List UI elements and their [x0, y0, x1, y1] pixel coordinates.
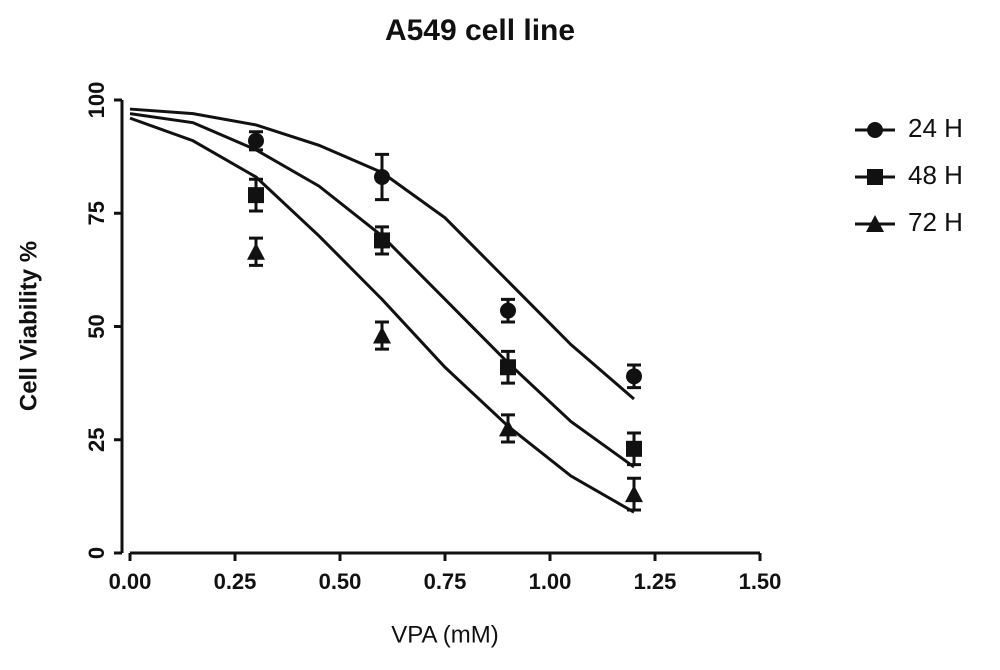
point — [373, 326, 391, 344]
x-axis-label: VPA (mM) — [391, 621, 499, 648]
point — [500, 359, 516, 376]
legend-marker — [867, 169, 883, 185]
legend-label: 72 H — [908, 207, 963, 237]
x-tick-label: 0.00 — [109, 569, 152, 594]
legend-marker — [866, 215, 884, 232]
fit-curve — [129, 116, 635, 514]
y-axis-label: Cell Viability % — [15, 241, 42, 411]
y-tick-label: 0 — [84, 547, 109, 559]
legend-label: 48 H — [908, 160, 963, 190]
y-tick-label: 100 — [84, 82, 109, 119]
legend-label: 24 H — [908, 113, 963, 143]
y-tick-label: 25 — [84, 428, 109, 452]
point — [374, 232, 390, 249]
y-tick-label: 50 — [84, 314, 109, 338]
point — [626, 368, 642, 385]
point — [248, 132, 264, 149]
point — [500, 302, 516, 319]
x-tick-label: 1.00 — [529, 569, 572, 594]
x-tick-label: 0.25 — [214, 569, 257, 594]
point — [247, 242, 265, 260]
point — [626, 440, 642, 457]
point — [625, 485, 643, 503]
x-tick-label: 0.75 — [424, 569, 467, 594]
point — [374, 169, 390, 186]
x-tick-label: 1.25 — [634, 569, 677, 594]
x-tick-label: 1.50 — [739, 569, 782, 594]
point — [248, 187, 264, 204]
x-tick-label: 0.50 — [319, 569, 362, 594]
legend-marker — [867, 122, 883, 138]
y-tick-label: 75 — [84, 201, 109, 225]
chart-title: A549 cell line — [385, 14, 575, 47]
point — [499, 419, 517, 437]
